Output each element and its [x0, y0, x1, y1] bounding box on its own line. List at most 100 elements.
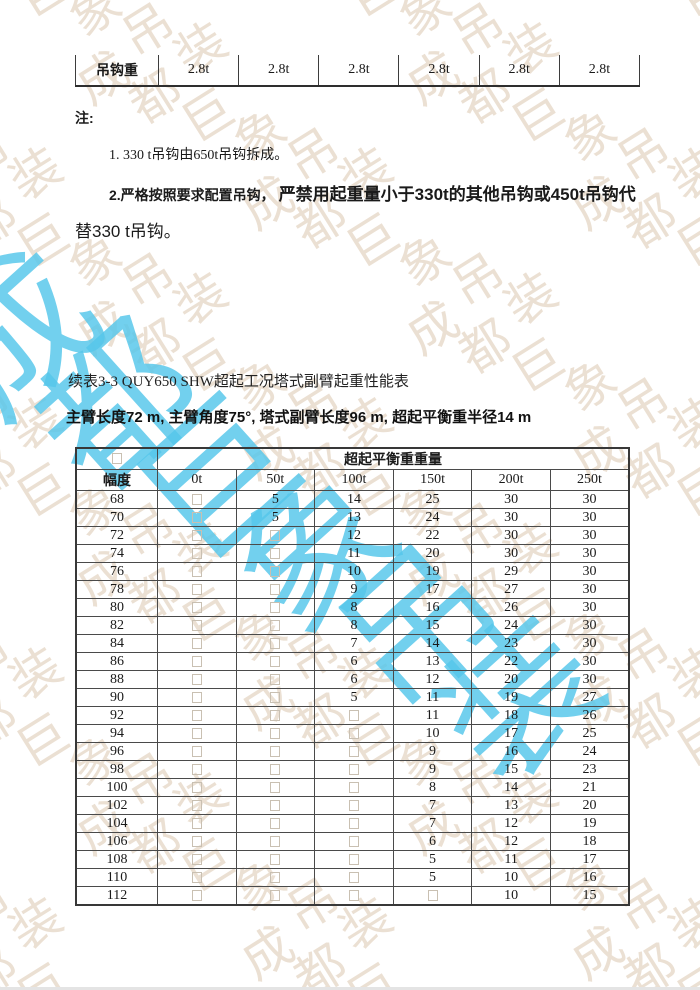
- capacity-cell: [157, 850, 237, 869]
- capacity-cell: 30: [549, 634, 630, 653]
- empty-value-box: [270, 763, 281, 775]
- hook-weight-value-cell: 2.8t: [398, 55, 480, 87]
- radius-cell: 68: [75, 490, 158, 509]
- capacity-row: 110 5 10 16: [75, 868, 630, 887]
- hook-weight-table: 吊钩重 2.8t 2.8t 2.8t 2.8t 2.8t 2.8t: [75, 55, 641, 87]
- capacity-cell: [157, 868, 237, 887]
- capacity-cell: 27: [549, 688, 630, 707]
- capacity-cell: [157, 760, 237, 779]
- capacity-cell: 9: [392, 742, 473, 761]
- capacity-row: 94 10 17 25: [75, 724, 630, 743]
- note-1: 1. 330 t吊钩由650t吊钩拆成。: [109, 148, 289, 163]
- capacity-cell: 17: [392, 580, 473, 599]
- capacity-row: 102 7 13 20: [75, 796, 630, 815]
- capacity-cell: 15: [549, 886, 630, 906]
- empty-value-box: [191, 817, 202, 829]
- capacity-cell: 5: [314, 688, 394, 707]
- capacity-cell: 11: [392, 688, 473, 707]
- empty-value-box: [270, 565, 281, 577]
- capacity-cell: 19: [392, 562, 473, 581]
- empty-value-box: [191, 601, 202, 613]
- radius-cell: 102: [75, 796, 158, 815]
- empty-value-box: [112, 453, 122, 465]
- empty-value-box: [270, 655, 281, 667]
- capacity-cell: [235, 580, 316, 599]
- radius-cell: 92: [75, 706, 158, 725]
- capacity-cell: [157, 832, 237, 851]
- capacity-cell: [235, 814, 316, 833]
- empty-value-box: [270, 529, 281, 541]
- capacity-cell: 30: [549, 526, 630, 545]
- hook-weight-label: 吊钩重: [75, 55, 159, 87]
- capacity-cell: 29: [471, 562, 551, 581]
- capacity-cell: [235, 760, 316, 779]
- capacity-cell: 6: [314, 652, 394, 671]
- capacity-row: 78 9 17 27 30: [75, 580, 630, 599]
- empty-value-box: [191, 781, 202, 793]
- capacity-cell: 12: [471, 832, 551, 851]
- capacity-cell: [157, 616, 237, 635]
- empty-value-box: [191, 835, 202, 847]
- capacity-cell: 22: [471, 652, 551, 671]
- capacity-cell: [157, 724, 237, 743]
- empty-value-box: [191, 727, 202, 739]
- capacity-table-body: 68 5 14 25 30 30 70 5 13 24 30 30 72 12 22 30 30 74 11 20 30…: [75, 490, 630, 906]
- capacity-cell: 16: [471, 742, 551, 761]
- capacity-cell: 8: [314, 598, 394, 617]
- capacity-cell: 21: [549, 778, 630, 797]
- radius-cell: 70: [75, 508, 158, 527]
- empty-value-box: [270, 691, 281, 703]
- capacity-cell: 13: [471, 796, 551, 815]
- capacity-cell: [157, 796, 237, 815]
- note-2-part2: 严禁用起重量小于330t的其他吊钩或450t吊钩代: [278, 185, 636, 204]
- capacity-cell: 30: [549, 670, 630, 689]
- radius-cell: 84: [75, 634, 158, 653]
- capacity-cell: 16: [549, 868, 630, 887]
- capacity-cell: [314, 796, 394, 815]
- capacity-cell: [235, 670, 316, 689]
- capacity-cell: 30: [549, 562, 630, 581]
- capacity-cell: 6: [314, 670, 394, 689]
- capacity-cell: 10: [314, 562, 394, 581]
- capacity-cell: 8: [392, 778, 473, 797]
- capacity-cell: [157, 742, 237, 761]
- capacity-row: 108 5 11 17: [75, 850, 630, 869]
- empty-value-box: [191, 547, 202, 559]
- empty-value-box: [191, 871, 202, 883]
- capacity-row: 106 6 12 18: [75, 832, 630, 851]
- empty-value-box: [270, 673, 281, 685]
- radius-cell: 112: [75, 886, 158, 906]
- capacity-cell: [157, 526, 237, 545]
- capacity-cell: 25: [392, 490, 473, 509]
- capacity-row: 90 5 11 19 27: [75, 688, 630, 707]
- empty-value-box: [348, 781, 359, 793]
- capacity-cell: 9: [392, 760, 473, 779]
- empty-value-box: [270, 745, 281, 757]
- radius-cell: 76: [75, 562, 158, 581]
- capacity-cell: [235, 796, 316, 815]
- capacity-cell: 7: [392, 814, 473, 833]
- capacity-row: 80 8 16 26 30: [75, 598, 630, 617]
- radius-cell: 90: [75, 688, 158, 707]
- capacity-cell: 18: [549, 832, 630, 851]
- radius-cell: 106: [75, 832, 158, 851]
- capacity-cell: 24: [471, 616, 551, 635]
- empty-value-box: [270, 637, 281, 649]
- capacity-cell: [314, 760, 394, 779]
- capacity-cell: 24: [549, 742, 630, 761]
- note-2-part1: 2.严格按照要求配置吊钩，: [109, 187, 275, 203]
- capacity-cell: 26: [549, 706, 630, 725]
- capacity-cell: [235, 778, 316, 797]
- note-2-part3: 替330 t吊钩。: [75, 222, 181, 241]
- group-header-row: 超起平衡重重量: [75, 447, 630, 470]
- capacity-cell: 23: [471, 634, 551, 653]
- capacity-cell: 9: [314, 580, 394, 599]
- empty-value-box: [348, 871, 359, 883]
- capacity-cell: [235, 544, 316, 563]
- capacity-row: 84 7 14 23 30: [75, 634, 630, 653]
- capacity-row: 88 6 12 20 30: [75, 670, 630, 689]
- page-bottom-edge: [0, 987, 700, 990]
- capacity-cell: [314, 832, 394, 851]
- capacity-cell: [314, 724, 394, 743]
